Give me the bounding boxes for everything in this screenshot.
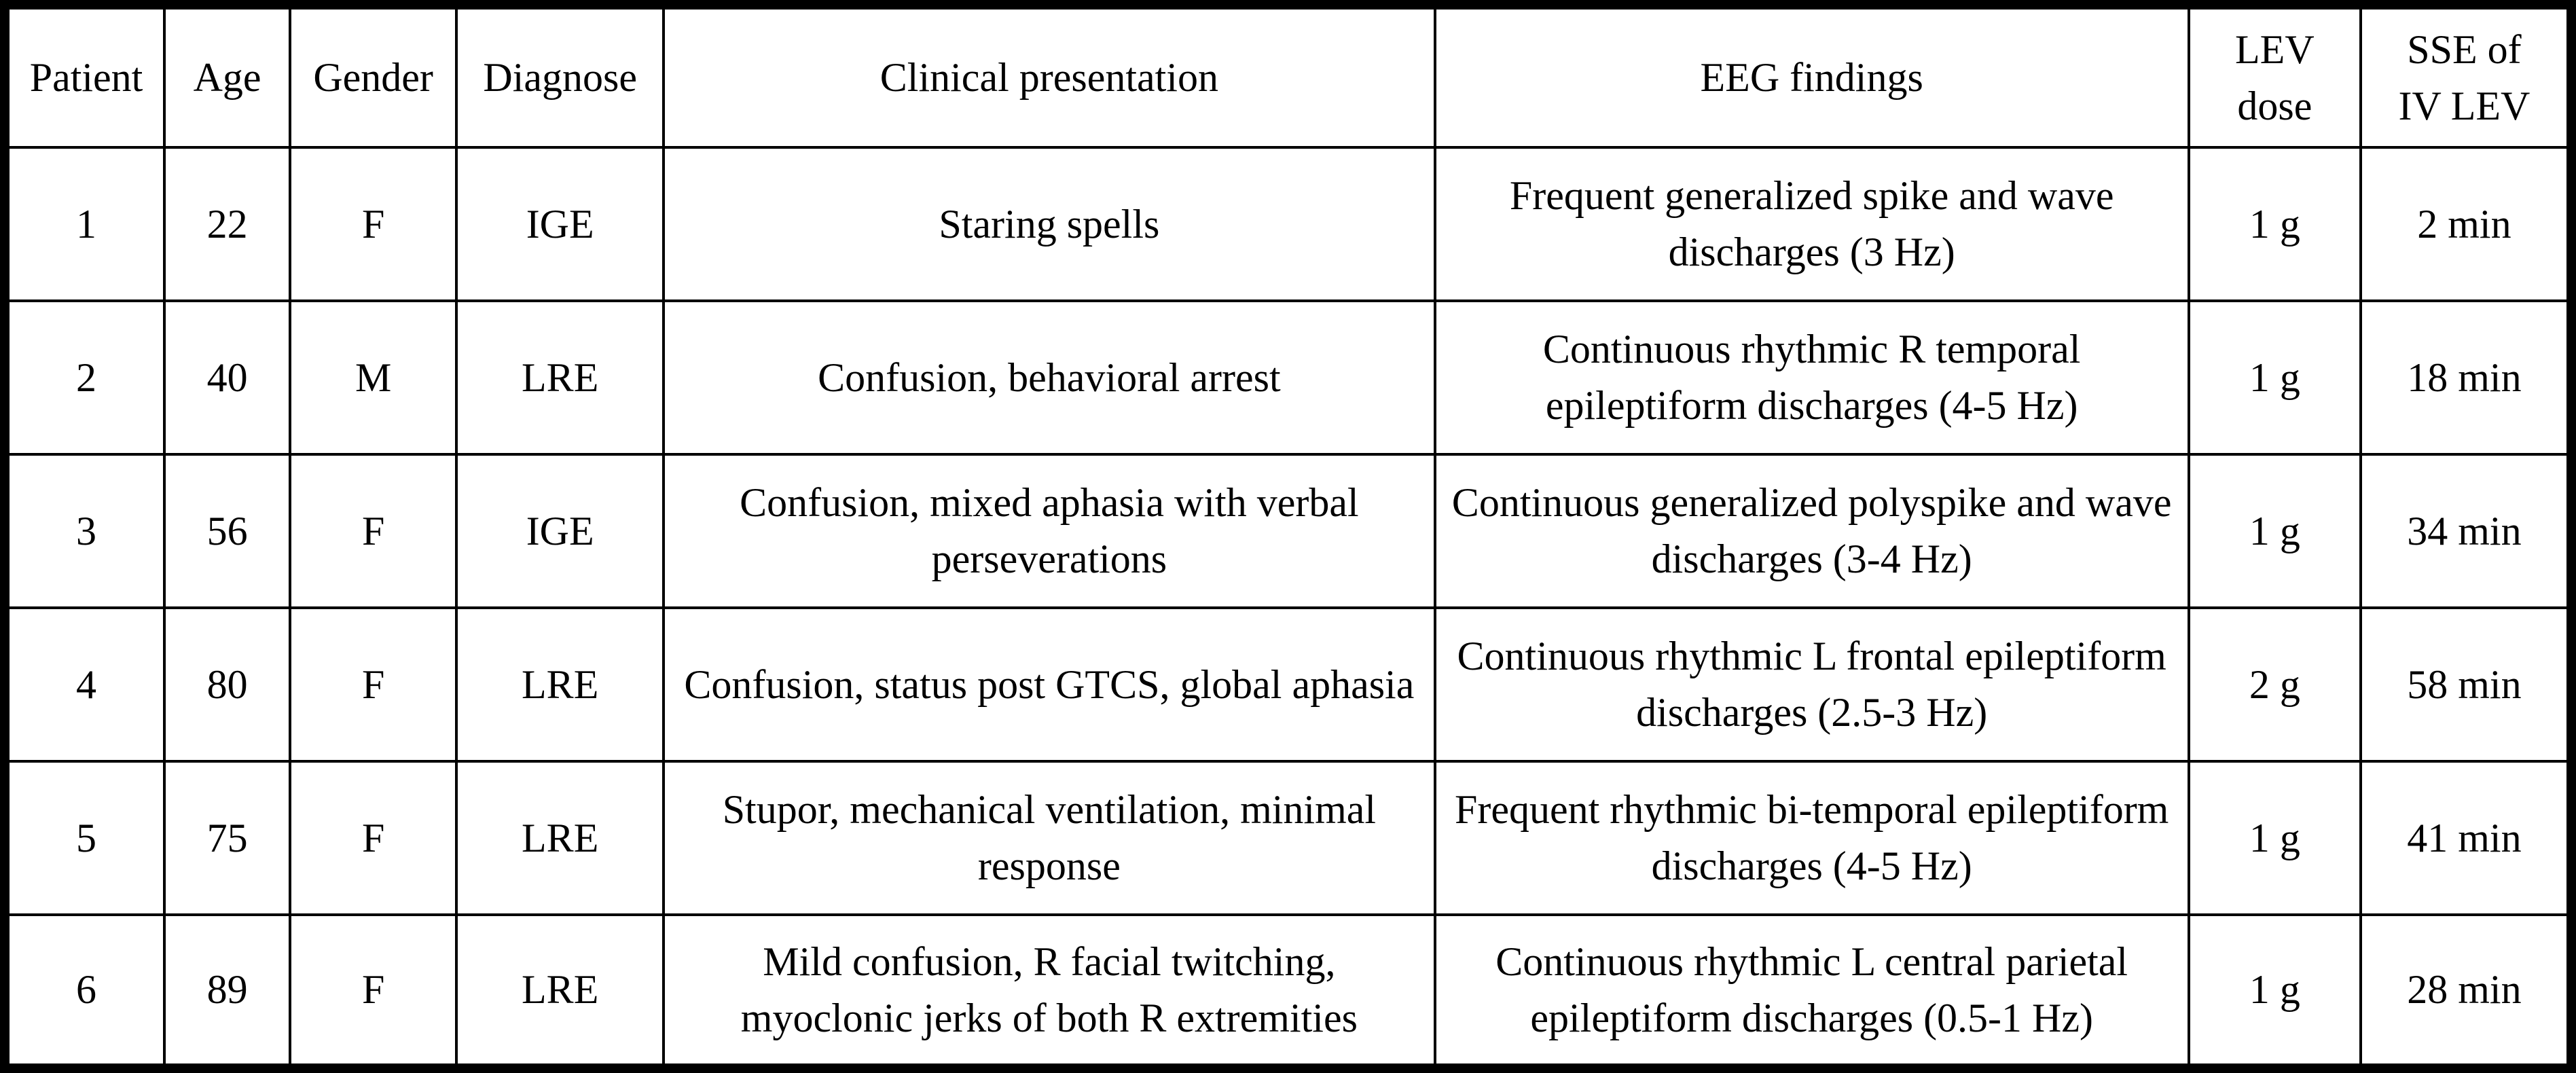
col-header-diagnose: Diagnose: [455, 3, 666, 149]
cell-sse-of-iv-lev: 18 min: [2359, 299, 2573, 456]
table-row-patient-1: 1 22 F IGE Staring spells Frequent gener…: [3, 146, 2573, 302]
cell-eeg-findings: Continuous rhythmic L frontal epileptifo…: [1433, 606, 2190, 763]
cell-clinical-presentation: Stupor, mechanical ventilation, minimal …: [662, 760, 1436, 916]
col-header-lev-dose: LEV dose: [2187, 3, 2362, 149]
cell-diagnose: LRE: [455, 299, 666, 456]
cell-age: 89: [163, 913, 292, 1070]
cell-clinical-presentation: Mild confusion, R facial twitching, myoc…: [662, 913, 1436, 1070]
cell-gender: F: [289, 146, 458, 302]
col-header-gender: Gender: [289, 3, 458, 149]
col-header-eeg-findings: EEG findings: [1433, 3, 2190, 149]
table-row-patient-6: 6 89 F LRE Mild confusion, R facial twit…: [3, 913, 2573, 1070]
table-header-row: Patient Age Gender Diagnose Clinical pre…: [3, 3, 2573, 149]
col-header-clinical-presentation: Clinical presentation: [662, 3, 1436, 149]
cell-sse-of-iv-lev: 58 min: [2359, 606, 2573, 763]
cell-eeg-findings: Continuous generalized polyspike and wav…: [1433, 453, 2190, 609]
cell-patient: 5: [3, 760, 166, 916]
cell-age: 75: [163, 760, 292, 916]
cell-diagnose: LRE: [455, 913, 666, 1070]
cell-gender: F: [289, 760, 458, 916]
cell-diagnose: IGE: [455, 453, 666, 609]
cell-eeg-findings: Frequent rhythmic bi-temporal epileptifo…: [1433, 760, 2190, 916]
cell-clinical-presentation: Confusion, status post GTCS, global apha…: [662, 606, 1436, 763]
table-row-patient-4: 4 80 F LRE Confusion, status post GTCS, …: [3, 606, 2573, 763]
cell-patient: 2: [3, 299, 166, 456]
cell-gender: M: [289, 299, 458, 456]
cell-clinical-presentation: Confusion, behavioral arrest: [662, 299, 1436, 456]
cell-sse-of-iv-lev: 34 min: [2359, 453, 2573, 609]
table-row-patient-3: 3 56 F IGE Confusion, mixed aphasia with…: [3, 453, 2573, 609]
cell-age: 40: [163, 299, 292, 456]
cell-gender: F: [289, 913, 458, 1070]
cell-lev-dose: 2 g: [2187, 606, 2362, 763]
table-row-patient-5: 5 75 F LRE Stupor, mechanical ventilatio…: [3, 760, 2573, 916]
cell-diagnose: LRE: [455, 606, 666, 763]
cell-sse-of-iv-lev: 41 min: [2359, 760, 2573, 916]
cell-eeg-findings: Frequent generalized spike and wave disc…: [1433, 146, 2190, 302]
cell-patient: 4: [3, 606, 166, 763]
cell-age: 56: [163, 453, 292, 609]
cell-age: 22: [163, 146, 292, 302]
cell-diagnose: LRE: [455, 760, 666, 916]
cell-patient: 1: [3, 146, 166, 302]
cell-patient: 6: [3, 913, 166, 1070]
cell-gender: F: [289, 606, 458, 763]
table-row-patient-2: 2 40 M LRE Confusion, behavioral arrest …: [3, 299, 2573, 456]
cell-lev-dose: 1 g: [2187, 299, 2362, 456]
cell-lev-dose: 1 g: [2187, 146, 2362, 302]
cell-eeg-findings: Continuous rhythmic R temporal epileptif…: [1433, 299, 2190, 456]
cell-lev-dose: 1 g: [2187, 453, 2362, 609]
cell-sse-of-iv-lev: 2 min: [2359, 146, 2573, 302]
cell-lev-dose: 1 g: [2187, 760, 2362, 916]
cell-eeg-findings: Continuous rhythmic L central parietal e…: [1433, 913, 2190, 1070]
cell-sse-of-iv-lev: 28 min: [2359, 913, 2573, 1070]
cell-clinical-presentation: Confusion, mixed aphasia with verbal per…: [662, 453, 1436, 609]
col-header-sse-of-iv-lev: SSE of IV LEV: [2359, 3, 2573, 149]
col-header-age: Age: [163, 3, 292, 149]
col-header-patient: Patient: [3, 3, 166, 149]
cell-patient: 3: [3, 453, 166, 609]
cell-gender: F: [289, 453, 458, 609]
cell-age: 80: [163, 606, 292, 763]
cell-diagnose: IGE: [455, 146, 666, 302]
cell-clinical-presentation: Staring spells: [662, 146, 1436, 302]
cell-lev-dose: 1 g: [2187, 913, 2362, 1070]
